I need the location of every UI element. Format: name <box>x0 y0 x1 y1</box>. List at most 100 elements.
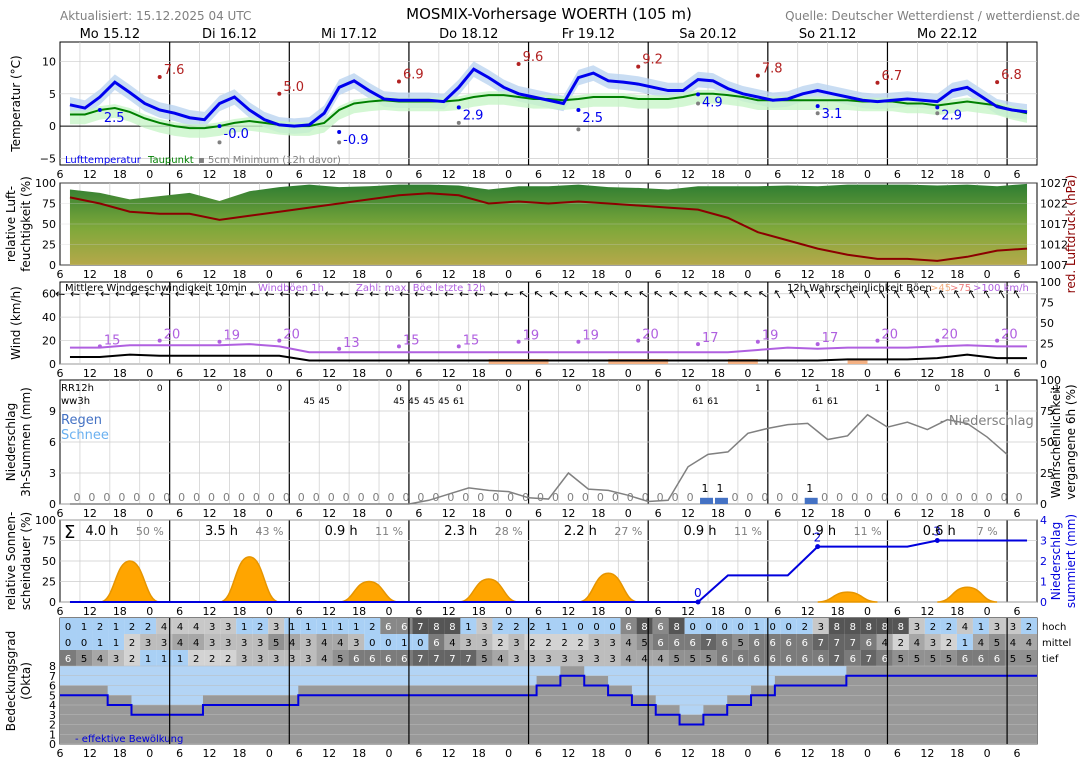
wind-direction-arrow: ↖ <box>622 286 634 302</box>
cloud-cell-value: 1 <box>962 638 968 649</box>
cloud-cell-value: 8 <box>882 622 888 633</box>
cloud-row-label: mittel <box>1042 638 1071 649</box>
legend-dewpoint: Taupunkt <box>147 155 194 166</box>
rr12h-value: 0 <box>336 384 342 394</box>
cloud-cell-value: 6 <box>882 654 888 665</box>
hour-tick-label: 6 <box>57 367 64 380</box>
cloud-cell-value: 2 <box>513 622 519 633</box>
cloud-cell <box>476 618 493 634</box>
legend-ground-min: ▪ 5cm Minimum (12h davor) <box>198 155 341 166</box>
hour-tick-label: 0 <box>146 168 153 181</box>
cloud-cell <box>444 634 461 650</box>
precip-ylabel-right-2: vergangene 6h (%) <box>1064 384 1078 499</box>
rr12h-value: 0 <box>516 384 522 394</box>
cloud-cell-value: 5 <box>689 654 695 665</box>
cloud-cell <box>508 650 525 666</box>
cloud-cell-value: 5 <box>1026 654 1032 665</box>
panel-temp: 6 12 18 0 6 12 18 0 6 12 18 0 6 12 18 0 6 12 18 0 6 12 18 0 6 12 1… <box>57 41 1038 181</box>
hour-tick-label: 12 <box>442 747 456 760</box>
y-tick-label-right: 50 <box>1040 317 1054 330</box>
hour-tick-label: 18 <box>352 367 366 380</box>
cloud-cell-value: 6 <box>65 654 71 665</box>
hour-tick-label: 12 <box>442 367 456 380</box>
cloud-cell-value: 1 <box>321 622 327 633</box>
cloud-cell <box>332 634 349 650</box>
hour-tick-label: 12 <box>561 367 575 380</box>
sun-ylabel-1: relative Sonnen- <box>4 512 18 611</box>
hour-tick-label: 12 <box>442 605 456 618</box>
hour-tick-label: 12 <box>561 168 575 181</box>
hour-tick-label: 0 <box>625 507 632 520</box>
cloud-cell <box>508 618 525 634</box>
sun-percent-label: 50 % <box>136 525 164 538</box>
hour-tick-label: 6 <box>296 168 303 181</box>
max-gust-point <box>696 342 701 347</box>
cloud-cell <box>748 650 765 666</box>
precip-value-label: 0 <box>103 491 110 504</box>
cloud-cell <box>348 650 365 666</box>
cloud-cell <box>492 650 509 666</box>
sun-percent-label: 11 % <box>734 525 762 538</box>
max-temp-label: 6.8 <box>1001 68 1022 83</box>
hour-tick-label: 0 <box>984 605 991 618</box>
hour-tick-label: 0 <box>625 168 632 181</box>
y-tick-label-right: 0 <box>1040 596 1047 609</box>
hour-tick-label: 6 <box>176 367 183 380</box>
cloud-cell-value: 5 <box>930 654 936 665</box>
y-tick-label-right: 75 <box>1040 405 1054 418</box>
cloud-cell <box>348 634 365 650</box>
cloud-cell-value: 3 <box>113 654 119 665</box>
wind-direction-arrow: ↖ <box>831 286 844 302</box>
hour-tick-label: 12 <box>83 507 97 520</box>
ww3h-value: 45 <box>408 397 419 407</box>
cloud-cell <box>812 634 829 650</box>
hour-tick-label: 0 <box>625 268 632 281</box>
cloud-cell-value: 1 <box>177 654 183 665</box>
precip-bar <box>804 497 818 504</box>
cloud-cell <box>92 618 109 634</box>
cloud-cell <box>252 634 269 650</box>
hour-tick-label: 6 <box>774 268 781 281</box>
rr12h-value: 0 <box>456 384 462 394</box>
cloud-cell-value: 3 <box>305 638 311 649</box>
cloud-cell <box>172 650 189 666</box>
max-gust-point <box>396 344 401 349</box>
hour-tick-label: 18 <box>352 605 366 618</box>
wind-direction-arrow: ↖ <box>607 286 619 302</box>
cloud-cell-value: 6 <box>657 638 663 649</box>
hour-tick-label: 6 <box>57 168 64 181</box>
cloud-cell-value: 8 <box>433 622 439 633</box>
cloud-cell <box>172 618 189 634</box>
hour-tick-label: 12 <box>681 507 695 520</box>
cloud-cell <box>140 634 157 650</box>
hour-tick-label: 18 <box>711 507 725 520</box>
min-temp-label: 2.9 <box>463 108 484 123</box>
sun-percent-label: 11 % <box>854 525 882 538</box>
sun-hours-label: 2.3 h <box>444 524 477 539</box>
cloud-cell-value: 0 <box>65 638 71 649</box>
max-temp-point <box>516 62 521 67</box>
wind-direction-arrow: ↖ <box>891 286 904 302</box>
cloud-cell <box>236 650 253 666</box>
cloud-cell <box>348 618 365 634</box>
hour-tick-label: 12 <box>322 605 336 618</box>
max-gust-point <box>516 339 521 344</box>
wind-direction-arrow: ↖ <box>801 286 814 302</box>
cloud-cell <box>140 618 157 634</box>
cloud-cell <box>284 618 301 634</box>
cloud-cell-value: 2 <box>802 622 808 633</box>
precip-value-label: 0 <box>971 491 978 504</box>
hour-tick-label: 0 <box>625 367 632 380</box>
cloud-cell-value: 3 <box>609 654 615 665</box>
cloud-cell <box>732 650 749 666</box>
hour-tick-label: 0 <box>744 605 751 618</box>
hour-tick-label: 6 <box>415 605 422 618</box>
rr12h-value: 0 <box>396 384 402 394</box>
hour-tick-label: 18 <box>591 507 605 520</box>
cloud-cell <box>940 650 957 666</box>
hour-tick-label: 18 <box>950 605 964 618</box>
y-tick-label: 7 <box>49 670 56 683</box>
cloud-cell <box>620 650 637 666</box>
cloud-cell-value: 6 <box>369 654 375 665</box>
cloud-cell-value: 1 <box>97 638 103 649</box>
